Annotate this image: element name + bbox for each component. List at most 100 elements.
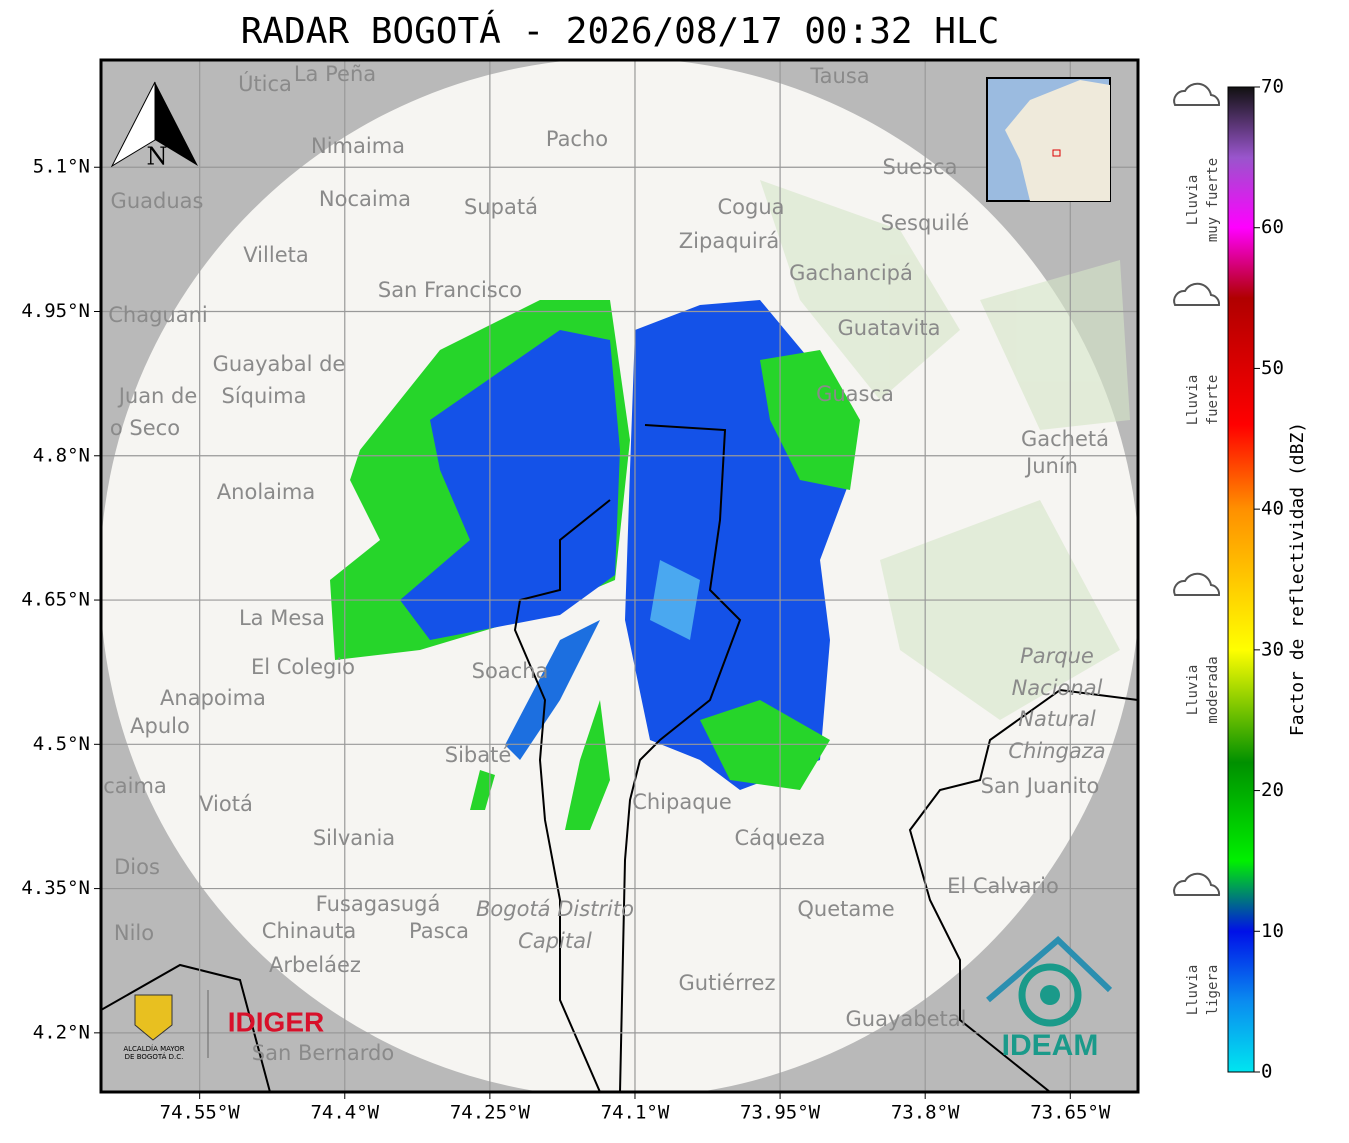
inset-map: [986, 77, 1111, 202]
place-label: Juan de: [117, 384, 198, 408]
x-tick-label: 74.55°W: [160, 1102, 241, 1124]
place-label: Dios: [114, 855, 160, 879]
north-label: N: [147, 143, 168, 171]
terrain: [760, 180, 1130, 720]
map-frame: [99, 58, 1140, 1094]
intensity-label: Lluvia muy fuerte: [1173, 82, 1221, 242]
place-label: Parque: [1020, 644, 1094, 668]
intensity-text: Lluvia: [1185, 375, 1201, 426]
place-label: Chinauta: [262, 919, 356, 943]
place-label: Capital: [518, 929, 592, 953]
place-label: Nocaima: [319, 187, 411, 211]
ideam-logo: IDEAM: [986, 935, 1113, 1062]
colorbar-tick-label: 60: [1261, 216, 1284, 238]
place-label: San Bernardo: [252, 1041, 394, 1065]
x-tick-label: 73.65°W: [1030, 1102, 1111, 1124]
y-tick-label: 4.65°N: [21, 589, 90, 611]
place-label: Síquima: [222, 384, 307, 408]
place-label: Natural: [1018, 707, 1096, 731]
place-label: Guatavita: [838, 316, 941, 340]
place-label: Pasca: [409, 919, 469, 943]
place-label: Nilo: [114, 921, 154, 945]
place-label: Quetame: [797, 897, 894, 921]
colorbar-tick-label: 50: [1261, 357, 1284, 379]
title: RADAR BOGOTÁ - 2026/08/17 00:32 HLC: [241, 10, 1000, 52]
north-arrow: N: [110, 81, 198, 171]
place-label: El Calvario: [947, 874, 1059, 898]
place-label: Apulo: [130, 714, 190, 738]
y-tick-label: 4.95°N: [21, 300, 90, 322]
place-label: Anapoima: [160, 686, 266, 710]
place-label: El Colegio: [251, 655, 355, 679]
place-label: Silvania: [313, 826, 395, 850]
cloud-icon: [1173, 872, 1221, 896]
intensity-text: moderada: [1205, 656, 1221, 723]
place-label: Nimaima: [311, 134, 405, 158]
place-label: Supatá: [464, 195, 538, 219]
place-label: Junín: [1024, 454, 1078, 478]
colorbar: [1227, 86, 1255, 1073]
intensity-text: Lluvia: [1185, 175, 1201, 226]
place-label: Tausa: [809, 64, 869, 88]
place-label: Guaduas: [111, 189, 204, 213]
colorbar-tick-label: 0: [1261, 1061, 1272, 1083]
place-label: Sesquilé: [881, 211, 969, 235]
x-tick-label: 74.25°W: [450, 1102, 531, 1124]
intensity-text: Lluvia: [1185, 965, 1201, 1016]
intensity-text: muy fuerte: [1205, 158, 1221, 242]
place-label: Guayabal de: [213, 352, 346, 376]
intensity-label: Lluvia moderada: [1173, 572, 1221, 724]
place-label: Chipaque: [632, 790, 732, 814]
place-label: Villeta: [243, 243, 308, 267]
place-label: Útica: [238, 71, 292, 96]
place-label: San Juanito: [981, 774, 1100, 798]
intensity-text: fuerte: [1205, 375, 1221, 426]
x-tick-label: 73.8°W: [891, 1102, 960, 1124]
place-label: Soacha: [472, 659, 549, 683]
place-label: Guasca: [816, 382, 894, 406]
y-tick-label: 4.2°N: [33, 1021, 90, 1043]
colorbar-tick-label: 40: [1261, 498, 1284, 520]
place-label: La Mesa: [239, 606, 325, 630]
place-label: Guayabetal: [846, 1007, 967, 1031]
place-label: Cogua: [717, 195, 784, 219]
place-label: Chingaza: [1008, 739, 1105, 763]
intensity-label: Lluvia fuerte: [1173, 282, 1221, 426]
place-label: Pacho: [546, 127, 608, 151]
cloud-icon: [1173, 82, 1221, 106]
place-label: Cáqueza: [735, 826, 826, 850]
alcaldia-logo: ALCALDÍA MAYOR DE BOGOTÁ D.C.: [123, 990, 209, 1061]
cloud-icon: [1173, 572, 1221, 596]
y-tick-label: 4.5°N: [33, 733, 90, 755]
place-label: Chaguani: [108, 303, 208, 327]
place-label: Gutiérrez: [679, 971, 776, 995]
alcaldia-line: DE BOGOTÁ D.C.: [125, 1052, 184, 1061]
idiger-logo: IDIGER: [228, 1006, 324, 1037]
place-label: caima: [103, 774, 167, 798]
place-label: Gachancipá: [789, 261, 913, 285]
place-label: San Francisco: [378, 278, 522, 302]
y-tick-label: 4.8°N: [33, 444, 90, 466]
cloud-icon: [1173, 282, 1221, 306]
x-tick-label: 74.1°W: [601, 1102, 670, 1124]
place-label: Nacional: [1012, 676, 1103, 700]
colorbar-tick-label: 20: [1261, 779, 1284, 801]
place-label: Zipaquirá: [679, 229, 779, 253]
x-tick-label: 74.4°W: [310, 1102, 379, 1124]
colorbar-tick-label: 30: [1261, 638, 1284, 660]
colorbar-tick-label: 10: [1261, 920, 1284, 942]
alcaldia-line: ALCALDÍA MAYOR: [123, 1044, 184, 1053]
place-label: Suesca: [883, 155, 958, 179]
place-label: o Seco: [110, 416, 180, 440]
place-label: Anolaima: [217, 480, 315, 504]
y-tick-label: 4.35°N: [21, 877, 90, 899]
place-label: Sibaté: [445, 743, 512, 767]
x-tick-label: 73.95°W: [740, 1102, 821, 1124]
y-tick-label: 5.1°N: [33, 156, 90, 178]
place-label: Arbeláez: [269, 953, 361, 977]
intensity-text: Lluvia: [1185, 665, 1201, 716]
intensity-label: Lluvia ligera: [1173, 872, 1221, 1016]
intensity-text: ligera: [1205, 965, 1221, 1016]
place-label: Fusagasugá: [316, 892, 441, 916]
